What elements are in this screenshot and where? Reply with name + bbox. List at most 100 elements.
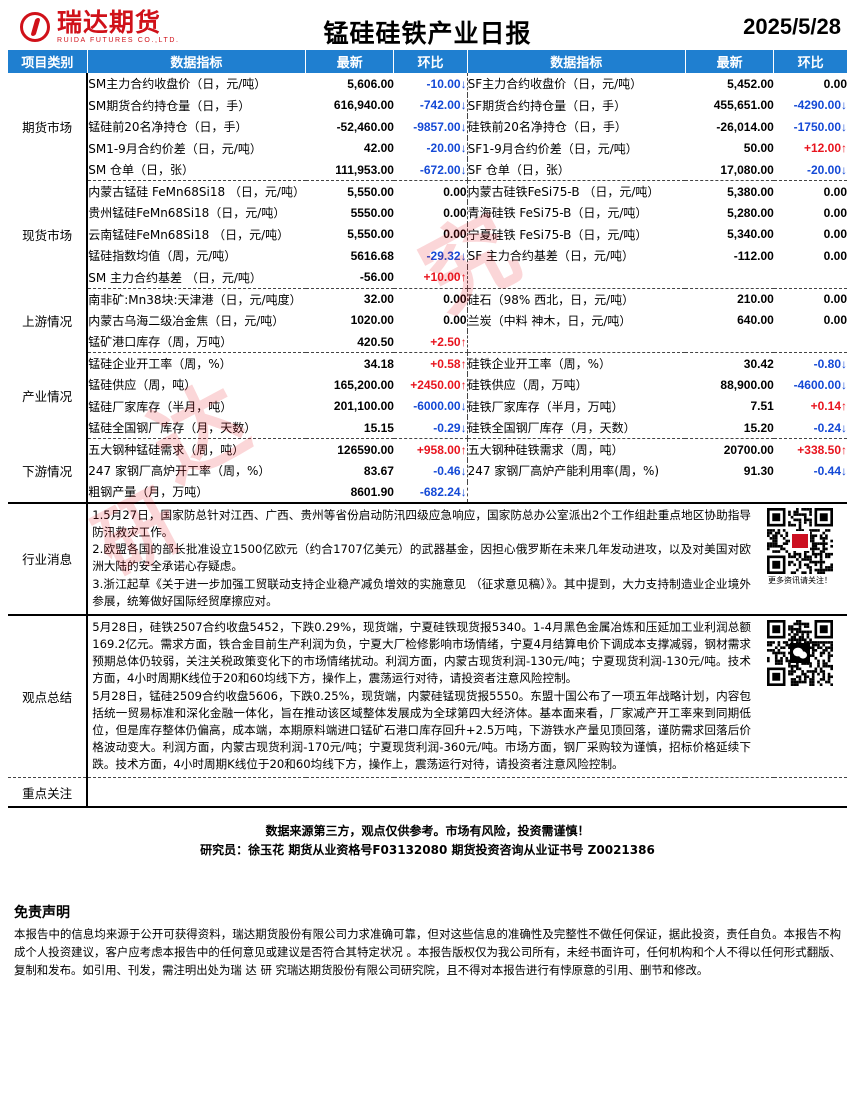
indicator-left: 锰硅全国钢厂库存（月，天数） (87, 417, 306, 439)
indicator-right: 硅铁厂家库存（半月，万吨） (466, 395, 686, 417)
value-right: 5,452.00 (727, 76, 774, 91)
indicator-left: 贵州锰硅FeMn68Si18（日，元/吨） (88, 206, 286, 221)
change-right: -1750.00↓ (793, 119, 847, 134)
news-qr-caption: 更多资讯请关注！ (768, 576, 832, 585)
summary-line: 5月28日，硅铁2507合约收盘5452，下跌0.29%，现货端，宁夏硅铁现货报… (92, 619, 751, 686)
report-page: 究 达 研 瑞达期货 RUIDA FUTURES CO.,LTD. 锰硅硅铁产业… (0, 0, 855, 989)
indicator-right: 247 家钢厂高炉产能利用率(周，%) (466, 460, 686, 482)
indicator-right: SF 仓单（日，张） (466, 159, 686, 181)
disclaimer-title: 免责声明 (14, 904, 70, 921)
change-left: -0.29↓ (393, 417, 468, 439)
change-left: 0.00 (443, 227, 467, 242)
news-cell: 1.5月27日，国家防总针对江西、广西、贵州等省份启动防汛四级应急响应，国家防总… (86, 502, 847, 615)
change-left: -742.00↓ (419, 98, 467, 113)
summary-line: 5月28日，锰硅2509合约收盘5606，下跌0.25%，现货端，内蒙硅锰现货报… (92, 688, 751, 772)
table-row: SM1-9月合约价差（日，元/吨） 42.00 -20.00↓ SF1-9月合约价差（… (8, 137, 847, 159)
indicator-right: SF期货合约持仓量（日，手） (466, 94, 686, 116)
indicator-right: 硅石（98% 西北，日，元/吨） (466, 288, 686, 310)
change-left: +0.58↑ (430, 356, 467, 371)
indicator-left: 锰硅厂家库存（半月，吨） (88, 399, 233, 414)
change-right: -4600.00↓ (793, 377, 847, 392)
change-left: 0.00 (443, 313, 467, 328)
table-row: 锰硅指数均值（周，元/吨） 5616.68 -29.32↓ SF 主力合约基差（日，元… (8, 245, 847, 267)
indicator-left: SM 仓单（日，张） (87, 159, 306, 181)
change-right: 0.00 (823, 227, 847, 242)
change-left: 0.00 (443, 184, 467, 199)
indicator-right (466, 266, 686, 289)
col-change-left: 环比 (393, 50, 468, 73)
change-right: 0.00 (823, 248, 847, 263)
news-qr-code[interactable]: 更多资讯请关注！ (755, 504, 847, 588)
change-right: 0.00 (823, 184, 847, 199)
source-note-line1: 数据来源第三方，观点仅供参考。市场有风险，投资需谨慎！ (265, 824, 590, 839)
news-row: 行业消息 1.5月27日，国家防总针对江西、广西、贵州等省份启动防汛四级应急响应… (8, 502, 847, 615)
indicator-right: 宁夏硅铁 FeSi75-B（日，元/吨） (466, 223, 686, 245)
indicator-right: SF主力合约收盘价（日，元/吨） (466, 73, 686, 95)
value-left: 5,606.00 (347, 76, 394, 91)
col-indicator-right: 数据指标 (467, 50, 686, 73)
table-row: 锰硅前20名净持仓（日，手） -52,460.00 -9857.00↓ 硅铁前20名净… (8, 116, 847, 138)
value-left: 616,940.00 (333, 98, 394, 113)
change-right: 0.00 (823, 292, 847, 306)
table-row: 粗钢产量（月，万吨） 8601.90 -682.24↓ (8, 481, 847, 504)
indicator-left: 五大钢种锰硅需求（周，吨） (88, 443, 245, 457)
indicator-left: 内蒙古乌海二级冶金焦（日，元/吨） (88, 313, 285, 328)
row-category-2: 上游情况 (8, 288, 89, 353)
value-right: 88,900.00 (720, 377, 774, 392)
table-row: 锰硅全国钢厂库存（月，天数） 15.15 -0.29↓ 硅铁全国钢厂库存（月，天数） 1… (8, 417, 847, 439)
summary-text: 5月28日，硅铁2507合约收盘5452，下跌0.29%，现货端，宁夏硅铁现货报… (88, 616, 755, 777)
table-row: 上游情况 南非矿:Mn38块:天津港（日，元/吨度） 32.00 0.00 硅石（98%… (8, 288, 847, 353)
indicator-right: SF 主力合约基差（日，元/吨） (466, 245, 686, 267)
value-right: 17,080.00 (685, 159, 774, 181)
indicator-right: 兰炭（中料 神木，日，元/吨） (466, 309, 686, 331)
value-left: -56.00 (305, 266, 394, 289)
col-latest-left: 最新 (305, 50, 395, 73)
table-row: 产业情况 锰硅企业开工率（周，%） 34.18 +0.58↑ 硅铁企业开工率（周，%） 3… (8, 352, 847, 439)
value-right: 5,340.00 (727, 227, 774, 242)
table-body: 期货市场 SM主力合约收盘价（日，元/吨） 5,606.00 -10.00↓ SF主力合… (8, 73, 847, 809)
value-left: 201,100.00 (333, 399, 394, 414)
indicator-left: 粗钢产量（月，万吨） (87, 481, 306, 504)
indicator-right: 硅铁供应（周，万吨） (466, 374, 686, 396)
change-left: -682.24↓ (393, 481, 468, 504)
change-left: +10.00↑ (393, 266, 468, 289)
source-note: 数据来源第三方，观点仅供参考。市场有风险，投资需谨慎！ 研究员：徐玉花 期货从业… (0, 808, 855, 859)
table-head: 项目类别 数据指标 最新 环比 数据指标 最新 环比 (8, 50, 847, 73)
focus-row: 重点关注 (8, 777, 847, 809)
disclaimer: 免责声明 本报告中的信息均来源于公开可获得资料，瑞达期货股份有限公司力求准确可靠… (0, 860, 855, 990)
news-line: 3.浙江起草《关于进一步加强工贸联动支持企业稳产减负增效的实施意见 （征求意见稿… (92, 576, 751, 608)
disclaimer-body: 本报告中的信息均来源于公开可获得资料，瑞达期货股份有限公司力求准确可靠，但对这些… (14, 926, 841, 978)
indicator-left: 云南锰硅FeMn68Si18 （日，元/吨） (88, 227, 290, 242)
value-right: 20700.00 (723, 442, 774, 457)
change-left: -10.00↓ (426, 76, 467, 91)
change-left: -29.32↓ (426, 248, 467, 263)
value-left: 126590.00 (337, 442, 394, 457)
change-left: 0.00 (443, 205, 467, 220)
summary-row: 观点总结 5月28日，硅铁2507合约收盘5452，下跌0.29%，现货端，宁夏… (8, 613, 847, 778)
value-left: 15.15 (305, 417, 394, 439)
indicator-right: 硅铁企业开工率（周，%） (466, 352, 686, 374)
value-left: 5,550.00 (347, 227, 394, 242)
table-row: 锰矿港口库存（周，万吨） 420.50 +2.50↑ (8, 331, 847, 353)
summary-qr-code[interactable] (755, 616, 847, 688)
value-left: -52,460.00 (336, 119, 394, 134)
table-row: SM 仓单（日，张） 111,953.00 -672.00↓ SF 仓单（日，张） 17… (8, 159, 847, 181)
data-table-wrap: 项目类别 数据指标 最新 环比 数据指标 最新 环比 期货市场 SM主力合约收盘价… (0, 50, 855, 809)
change-left: 0.00 (443, 292, 467, 306)
news-category: 行业消息 (8, 502, 89, 615)
row-category-3: 产业情况 (8, 352, 89, 439)
indicator-right (466, 481, 686, 504)
value-right: -112.00 (733, 248, 774, 263)
indicator-left: SM主力合约收盘价（日，元/吨） (88, 77, 267, 92)
indicator-right: 内蒙古硅铁FeSi75-B （日，元/吨） (466, 180, 686, 202)
value-left: 1020.00 (350, 313, 394, 328)
brand-logo: 瑞达期货 RUIDA FUTURES CO.,LTD. (20, 10, 180, 44)
value-right: 5,280.00 (727, 205, 774, 220)
value-left: 5,550.00 (347, 184, 394, 199)
indicator-left: 锰硅供应（周，吨） (88, 378, 197, 393)
change-left: +958.00↑ (416, 442, 467, 457)
indicator-right: SF1-9月合约价差（日，元/吨） (466, 137, 686, 159)
change-left: -9857.00↓ (413, 119, 467, 134)
indicator-right: 硅铁前20名净持仓（日，手） (466, 116, 686, 138)
change-right: +0.14↑ (810, 399, 847, 414)
